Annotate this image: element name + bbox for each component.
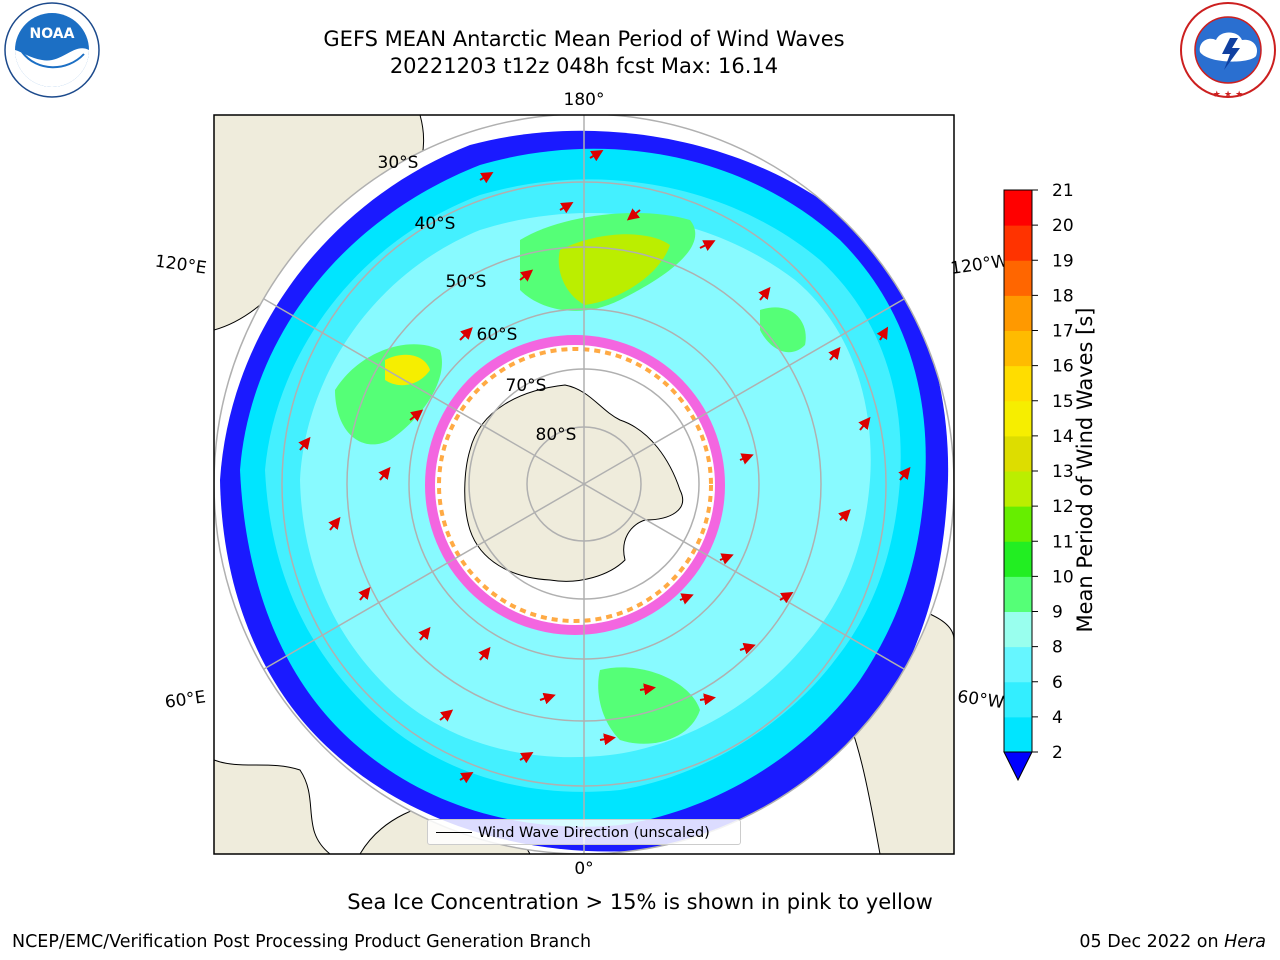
machine-name: Hera <box>1224 932 1266 952</box>
colorbar-tick-label: 2 <box>1052 743 1063 763</box>
lon-label-60e: 60°E <box>164 687 207 712</box>
map-legend: Wind Wave Direction (unscaled) <box>427 819 741 845</box>
lon-label-180: 180° <box>564 90 605 110</box>
colorbar-segment <box>1004 330 1032 367</box>
colorbar-segment <box>1004 190 1032 226</box>
nws-logo: ★ ★ ★ <box>1180 2 1276 100</box>
colorbar-tick-label: 14 <box>1052 427 1074 447</box>
colorbar-tick-label: 11 <box>1052 532 1074 552</box>
colorbar-tick-label: 8 <box>1052 638 1063 658</box>
credit-text: NCEP/EMC/Verification Post Processing Pr… <box>12 932 592 952</box>
colorbar-segment <box>1004 611 1032 648</box>
colorbar-segment <box>1004 576 1032 612</box>
colorbar-under-triangle <box>1003 751 1033 782</box>
colorbar-segment <box>1004 506 1032 542</box>
noaa-logo: NOAA <box>4 2 100 98</box>
legend-label: Wind Wave Direction (unscaled) <box>478 825 710 841</box>
lat-label-80s: 80°S <box>536 425 577 445</box>
lat-label-60s: 60°S <box>477 325 518 345</box>
legend-line-swatch <box>436 832 472 833</box>
colorbar-tick-label: 10 <box>1052 567 1074 587</box>
lon-label-0: 0° <box>574 859 593 879</box>
graticule <box>214 115 954 854</box>
green-atl <box>598 667 700 744</box>
lat-label-30s: 30°S <box>378 153 419 173</box>
colorbar-segment <box>1004 541 1032 577</box>
lon-label-60w: 60°W <box>956 687 1005 713</box>
colorbar-tick-label: 4 <box>1052 708 1063 728</box>
lon-label-120e: 120°E <box>154 252 208 279</box>
colorbar-segment <box>1004 435 1032 472</box>
noaa-logo-text: NOAA <box>30 26 75 42</box>
wind-wave-arrows <box>298 149 911 784</box>
colorbar-tick-label: 15 <box>1052 392 1074 412</box>
colorbar-tick-label: 20 <box>1052 216 1074 236</box>
date-stamp: 05 Dec 2022 on Hera <box>1079 932 1266 952</box>
colorbar-segment <box>1004 646 1032 683</box>
colorbar-tick-label: 6 <box>1052 673 1063 693</box>
svg-text:★ ★ ★: ★ ★ ★ <box>1213 90 1243 100</box>
colorbar-tick-label: 21 <box>1052 181 1074 201</box>
date-text: 05 Dec 2022 on <box>1079 932 1219 952</box>
yellowgreen-pac <box>558 234 670 305</box>
lat-label-50s: 50°S <box>446 272 487 292</box>
chart-title: GEFS MEAN Antarctic Mean Period of Wind … <box>323 27 845 51</box>
sea-ice-note: Sea Ice Concentration > 15% is shown in … <box>347 890 933 914</box>
lat-label-40s: 40°S <box>415 214 456 234</box>
colorbar-tick-label: 17 <box>1052 322 1074 342</box>
colorbar: 2 4 6 8 9 10 11 12 13 14 15 16 17 18 19 20 21 <box>1003 181 1074 782</box>
colorbar-segment <box>1004 225 1032 261</box>
colorbar-label: Mean Period of Wind Waves [s] <box>1073 307 1097 633</box>
colorbar-tick-label: 18 <box>1052 286 1074 306</box>
lon-label-120w: 120°W <box>949 251 1009 279</box>
colorbar-tick-label: 16 <box>1052 357 1074 377</box>
colorbar-segment <box>1004 471 1032 507</box>
lat-label-70s: 70°S <box>506 376 547 396</box>
colorbar-segment <box>1004 260 1032 296</box>
colorbar-tick-label: 9 <box>1052 603 1063 623</box>
green-east <box>760 307 806 353</box>
colorbar-segment <box>1004 365 1032 402</box>
chart-subtitle: 20221203 t12z 048h fcst Max: 16.14 <box>389 54 779 78</box>
yellow-ind <box>385 354 430 386</box>
africa-land <box>214 759 331 854</box>
colorbar-tick-label: 12 <box>1052 497 1074 517</box>
colorbar-tick-label: 13 <box>1052 462 1074 482</box>
colorbar-segment <box>1004 295 1032 331</box>
colorbar-tick-label: 19 <box>1052 251 1074 271</box>
colorbar-segment <box>1004 681 1032 718</box>
colorbar-segment <box>1004 716 1032 753</box>
colorbar-segment <box>1004 400 1032 437</box>
